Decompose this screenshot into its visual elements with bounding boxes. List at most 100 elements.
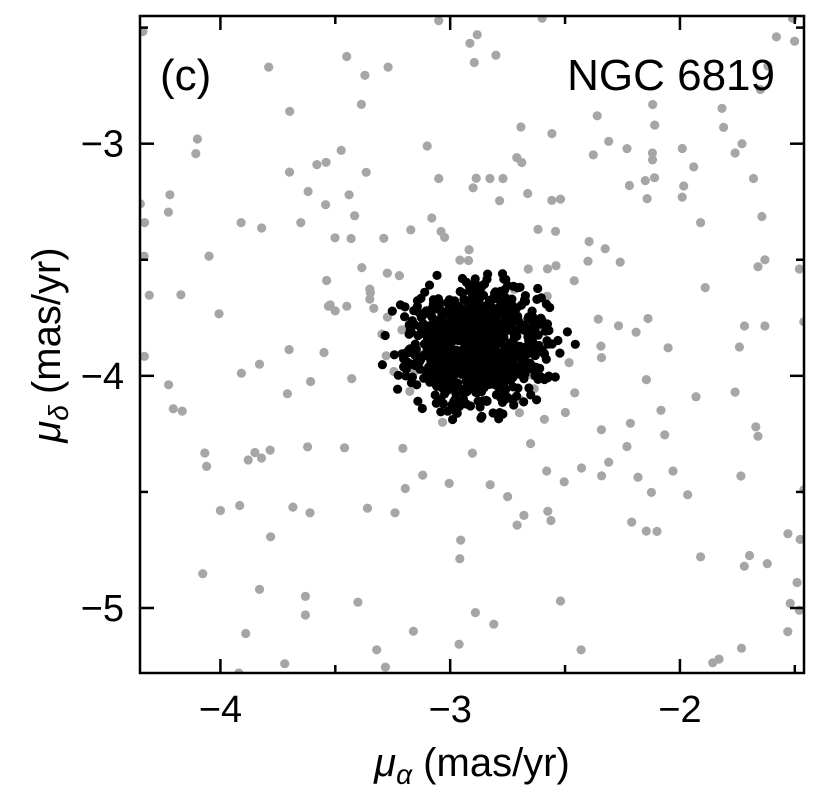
field-star-point [668,466,678,476]
field-star-point [640,176,650,186]
field-star-point [700,283,710,293]
field-star-point [736,643,747,653]
cluster-member-point [555,348,565,358]
cluster-member-point [377,360,387,370]
cluster-member-point [494,414,504,424]
cluster-member-point [465,360,475,370]
field-star-point [140,27,148,37]
cluster-member-point [434,296,444,306]
cluster-member-point [464,366,474,377]
cluster-member-point [421,348,431,359]
y-axis-symbol: μ [25,421,69,444]
field-star-point [472,30,482,40]
field-star-point [751,422,761,432]
field-star-point [615,257,625,267]
cluster-member-point [537,345,547,355]
field-star-point [734,342,745,352]
cluster-member-point [503,348,513,359]
panel-label: (c) [160,51,211,100]
cluster-member-point [424,280,435,290]
field-star-point [163,207,173,217]
field-star-point [677,192,687,202]
x-tick-label: −2 [658,689,701,731]
field-star-point [200,448,210,458]
cluster-member-point [401,364,411,374]
field-star-point [516,122,526,132]
field-star-point [344,190,354,200]
field-star-point [284,167,295,177]
cluster-member-point [457,273,467,284]
cluster-member-point [526,390,536,400]
cluster-member-point [417,403,427,414]
cluster-member-point [498,356,508,366]
axis-tick-labels: −4 −3 −2 −5 −4 −3 [81,124,702,731]
field-star-point [325,300,335,310]
field-star-point [300,610,310,620]
field-star-point [739,321,750,331]
field-star-point [140,251,149,261]
field-star-point [523,264,533,274]
field-star-point [794,264,804,274]
field-star-point [537,16,547,23]
field-star-point [592,111,602,121]
cluster-member-point [389,350,399,360]
field-star-point [346,233,356,244]
cluster-member-point [406,378,416,388]
field-star-point [379,233,389,243]
cluster-member-point [448,414,458,425]
cluster-member-point [533,283,543,294]
field-star-point [625,418,636,428]
field-star-point [760,321,770,331]
field-star-point [689,162,699,172]
cluster-member-point [481,351,491,361]
field-star-point [542,466,552,476]
cluster-member-point [493,379,503,389]
field-star-point [596,341,606,351]
x-axis-label: μα (mas/yr) [373,741,570,790]
field-star-point [330,233,340,243]
field-star-point [783,529,793,539]
field-star-point [569,276,579,286]
cluster-member-point [529,362,540,372]
y-tick-label: −4 [81,356,124,398]
field-star-point [683,490,693,500]
field-star-point [604,136,614,146]
field-star-point [576,463,587,473]
cluster-member-point [416,313,426,323]
cluster-member-point [443,385,453,395]
field-star-point [177,406,187,416]
cluster-member-point [458,362,468,372]
field-star-point [282,389,292,399]
field-star-point [600,244,610,254]
field-star-point [266,532,276,542]
field-star-point [394,271,404,281]
field-star-point [555,596,566,606]
cluster-member-point [440,366,450,376]
cluster-member-point [411,351,421,361]
field-star-point [648,99,658,110]
cluster-member-point [517,354,527,364]
cluster-member-point [451,345,461,355]
cluster-member-point [474,376,484,386]
field-star-point [730,148,740,158]
cluster-member-point [496,326,506,336]
cluster-member-point [380,330,390,341]
cluster-member-point [423,329,433,340]
field-star-point [555,194,566,204]
cluster-member-point [444,354,454,365]
field-star-point [542,264,553,274]
field-star-point [444,478,454,488]
field-star-point [168,404,178,414]
cluster-member-point [482,396,492,406]
field-star-point [564,358,574,368]
field-star-point [406,225,416,235]
field-star-point [360,70,370,80]
field-star-point [748,173,759,184]
cluster-member-point [461,331,471,341]
cluster-member-point [490,320,500,330]
field-star-point [737,139,747,149]
field-star-point [604,457,614,467]
field-star-point [380,662,390,672]
field-star-point [730,387,740,397]
cluster-member-point [406,322,416,332]
